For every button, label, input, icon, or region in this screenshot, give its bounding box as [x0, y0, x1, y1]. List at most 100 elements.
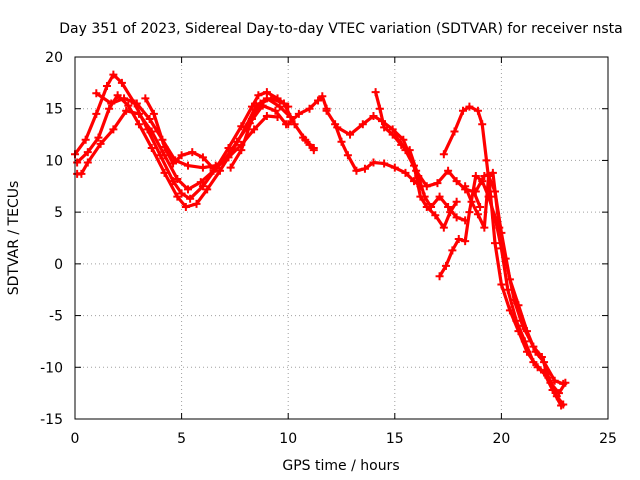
data-point: [444, 202, 453, 211]
data-point: [452, 213, 461, 222]
data-point: [514, 327, 523, 336]
data-point: [183, 185, 192, 194]
data-point: [412, 166, 421, 175]
x-tick-labels: 0 5 10 15 20 25: [71, 431, 617, 447]
y-axis-label: SDTVAR / TECUs: [6, 181, 22, 296]
data-point: [482, 156, 491, 165]
data-point: [352, 166, 361, 175]
data-point: [554, 389, 563, 398]
plot-frame: [74, 56, 609, 420]
data-point: [465, 208, 474, 217]
data-point: [467, 197, 476, 206]
y-tick-labels: -15 -10 -5 0 5 10 15 20: [40, 50, 63, 428]
data-point: [360, 164, 369, 173]
data-point: [399, 135, 408, 144]
data-point: [299, 133, 308, 142]
data-point: [510, 296, 519, 305]
data-point: [284, 120, 293, 129]
series-track: [299, 133, 318, 155]
data-point: [198, 182, 207, 191]
data-point: [132, 99, 141, 108]
data-point: [305, 104, 314, 113]
data-point: [173, 175, 182, 184]
data-point: [92, 109, 101, 118]
data-point: [471, 171, 480, 180]
x-tick-label: 10: [279, 431, 297, 447]
data-point: [505, 306, 514, 315]
data-point: [480, 171, 489, 180]
data-point: [369, 158, 378, 167]
data-point: [147, 127, 156, 136]
data-point: [390, 163, 399, 172]
data-point: [102, 81, 111, 90]
data-point: [529, 342, 538, 351]
data-point: [224, 153, 233, 162]
data-point: [196, 178, 205, 187]
data-point: [141, 94, 150, 103]
series-track: [471, 168, 570, 398]
data-point: [209, 164, 218, 173]
data-point: [198, 153, 207, 162]
data-point: [380, 159, 389, 168]
data-point: [314, 96, 323, 105]
data-point: [452, 197, 461, 206]
series-line: [335, 114, 459, 230]
data-point: [473, 210, 482, 219]
data-point: [420, 192, 429, 201]
x-tick-label: 5: [177, 431, 186, 447]
data-point: [401, 168, 410, 177]
data-point: [461, 182, 470, 191]
series-line: [325, 109, 422, 188]
y-tick-label: -15: [40, 412, 63, 428]
data-point: [375, 104, 384, 113]
data-point: [439, 150, 448, 159]
data-point: [546, 378, 555, 387]
data-point: [501, 254, 510, 263]
data-point: [96, 139, 105, 148]
data-point: [318, 92, 327, 101]
data-point: [488, 168, 497, 177]
data-point: [533, 363, 542, 372]
data-point: [371, 88, 380, 97]
data-point: [107, 99, 116, 108]
data-point: [134, 120, 143, 129]
x-axis-label: GPS time / hours: [282, 458, 399, 474]
x-tick-label: 0: [71, 431, 80, 447]
data-point: [237, 122, 246, 131]
data-point: [81, 135, 90, 144]
data-point: [250, 125, 259, 134]
data-point: [233, 137, 242, 146]
data-point: [181, 202, 190, 211]
data-point: [147, 144, 156, 153]
chart-title: Day 351 of 2023, Sidereal Day-to-day VTE…: [59, 21, 622, 37]
data-point: [561, 378, 570, 387]
data-point: [559, 400, 568, 409]
data-point: [497, 280, 506, 289]
data-point: [183, 161, 192, 170]
data-point: [145, 115, 154, 124]
data-point: [122, 106, 131, 115]
data-point: [169, 159, 178, 168]
data-point: [439, 223, 448, 232]
data-point: [491, 239, 500, 248]
y-tick-label: 0: [54, 257, 63, 273]
data-point: [473, 106, 482, 115]
data-point: [480, 223, 489, 232]
data-point: [113, 91, 122, 100]
data-point: [226, 163, 235, 172]
data-point: [149, 109, 158, 118]
data-point: [461, 237, 470, 246]
y-tick-label: 15: [45, 102, 63, 118]
data-point: [537, 352, 546, 361]
y-tick-label: -5: [49, 309, 63, 325]
data-point: [422, 182, 431, 191]
data-point: [117, 78, 126, 87]
data-point: [522, 347, 531, 356]
data-point: [476, 202, 485, 211]
data-point: [271, 106, 280, 115]
data-point: [390, 130, 399, 139]
data-point: [346, 130, 355, 139]
data-point: [83, 148, 92, 157]
data-point: [160, 142, 169, 151]
data-point: [550, 376, 559, 385]
